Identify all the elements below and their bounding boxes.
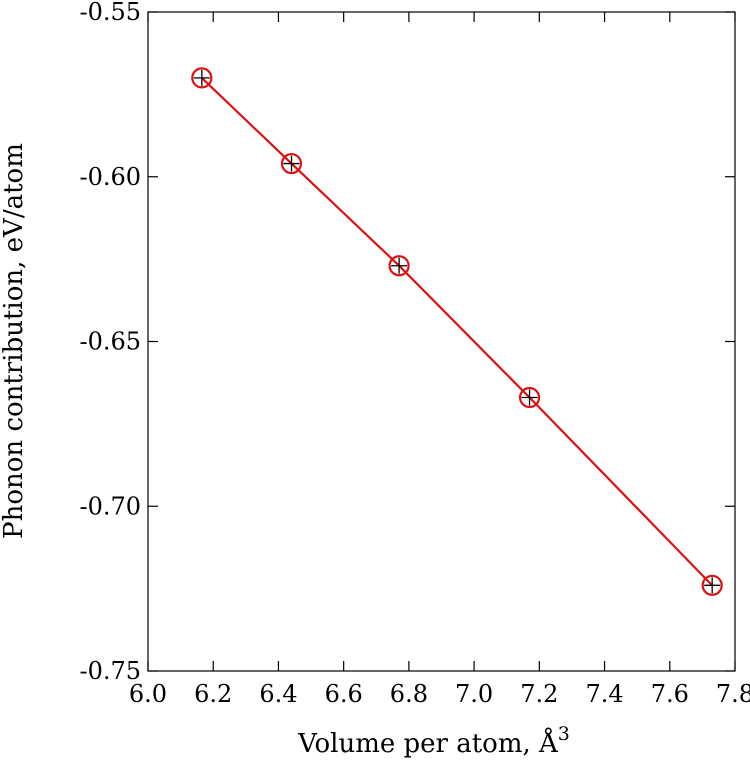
x-axis-title-text: Volume per atom, Å bbox=[297, 727, 559, 759]
x-tick-label: 6.2 bbox=[194, 680, 232, 708]
series-layer bbox=[191, 67, 723, 596]
x-tick-label: 7.6 bbox=[651, 680, 689, 708]
y-axis-ticks: -0.55 -0.60 -0.65 -0.70 -0.75 bbox=[79, 0, 735, 685]
y-axis-title: Phonon contribution, eV/atom bbox=[0, 143, 29, 539]
data-point bbox=[518, 386, 541, 409]
x-tick-label: 6.8 bbox=[390, 680, 428, 708]
data-point-circle bbox=[518, 386, 541, 409]
x-axis-title-superscript: 3 bbox=[558, 723, 570, 745]
data-point bbox=[191, 67, 213, 89]
x-tick-label: 7.0 bbox=[455, 680, 493, 708]
x-tick-label: 6.6 bbox=[325, 680, 363, 708]
data-point-circle bbox=[388, 255, 410, 277]
x-tick-label: 7.2 bbox=[520, 680, 558, 708]
data-point bbox=[701, 574, 723, 596]
y-tick-label: -0.65 bbox=[79, 328, 141, 356]
y-tick-label: -0.60 bbox=[79, 163, 141, 191]
x-tick-label: 6.0 bbox=[129, 680, 167, 708]
y-tick-label: -0.55 bbox=[79, 0, 141, 26]
data-point bbox=[388, 255, 410, 277]
y-tick-label: -0.70 bbox=[79, 492, 141, 520]
series-line bbox=[201, 77, 713, 587]
data-point-circle bbox=[701, 574, 723, 596]
x-tick-label: 7.4 bbox=[585, 680, 623, 708]
y-tick-label: -0.75 bbox=[79, 657, 141, 685]
x-tick-label: 6.4 bbox=[259, 680, 297, 708]
data-point bbox=[280, 152, 303, 175]
x-axis-ticks: 6.0 6.2 6.4 6.6 6.8 7.0 7.2 7.4 7.6 7.8 bbox=[129, 12, 750, 708]
x-tick-label: 7.8 bbox=[716, 680, 750, 708]
data-point-circle bbox=[191, 67, 213, 89]
x-axis-title: Volume per atom, Å3 bbox=[297, 723, 570, 759]
data-point-circle bbox=[280, 152, 303, 175]
